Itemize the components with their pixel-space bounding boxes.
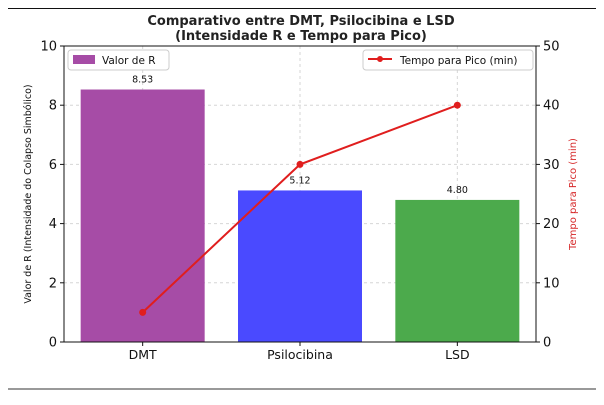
left-tick-label: 6	[49, 158, 57, 173]
x-axis-ticks: DMT Psilocibina LSD	[129, 342, 470, 362]
left-tick-label: 4	[49, 217, 57, 232]
chart-title-line1: Comparativo entre DMT, Psilocibina e LSD	[147, 14, 454, 29]
legend-line-label: Tempo para Pico (min)	[399, 55, 517, 67]
left-axis-ticks: 0 2 4 6 8 10	[40, 40, 64, 351]
right-tick-label: 0	[543, 336, 551, 351]
right-tick-label: 50	[543, 40, 560, 55]
bar-lsd	[395, 199, 520, 342]
left-tick-label: 2	[49, 276, 57, 291]
top-rule	[8, 8, 596, 9]
line-point	[453, 101, 461, 109]
x-tick-label: LSD	[445, 347, 470, 362]
legend-bars: Valor de R	[67, 49, 170, 71]
legend-bars-label: Valor de R	[102, 55, 156, 67]
line-point	[296, 160, 304, 168]
legend-line-box	[362, 49, 534, 71]
left-axis-label: Valor de R (Intensidade do Colapso Simbó…	[23, 84, 34, 303]
right-axis-ticks: 0 10 20 30 40 50	[536, 40, 560, 351]
right-axis-label: Tempo para Pico (min)	[568, 138, 579, 251]
right-tick-label: 10	[543, 276, 560, 291]
bottom-rule	[8, 388, 596, 390]
right-tick-label: 30	[543, 158, 560, 173]
bar-value-label: 8.53	[132, 75, 153, 86]
bar-value-label: 5.12	[289, 175, 310, 186]
left-tick-label: 0	[49, 336, 57, 351]
left-tick-label: 8	[49, 99, 57, 114]
x-tick-label: Psilocibina	[267, 347, 333, 362]
legend-line-marker	[377, 56, 383, 62]
bar-value-label: 4.80	[447, 185, 468, 196]
right-tick-label: 40	[543, 99, 560, 114]
x-tick-label: DMT	[129, 347, 157, 362]
left-tick-label: 10	[40, 40, 57, 55]
right-tick-label: 20	[543, 217, 560, 232]
legend-line: Tempo para Pico (min)	[362, 49, 534, 71]
bar-psilocibina	[238, 190, 362, 342]
bars: 8.53 5.12 4.80	[80, 75, 520, 343]
line-series	[139, 101, 461, 316]
line-point	[139, 308, 147, 316]
bar-dmt	[80, 89, 205, 343]
legend-bars-swatch	[73, 55, 95, 64]
chart-title-line2: (Intensidade R e Tempo para Pico)	[175, 29, 427, 44]
